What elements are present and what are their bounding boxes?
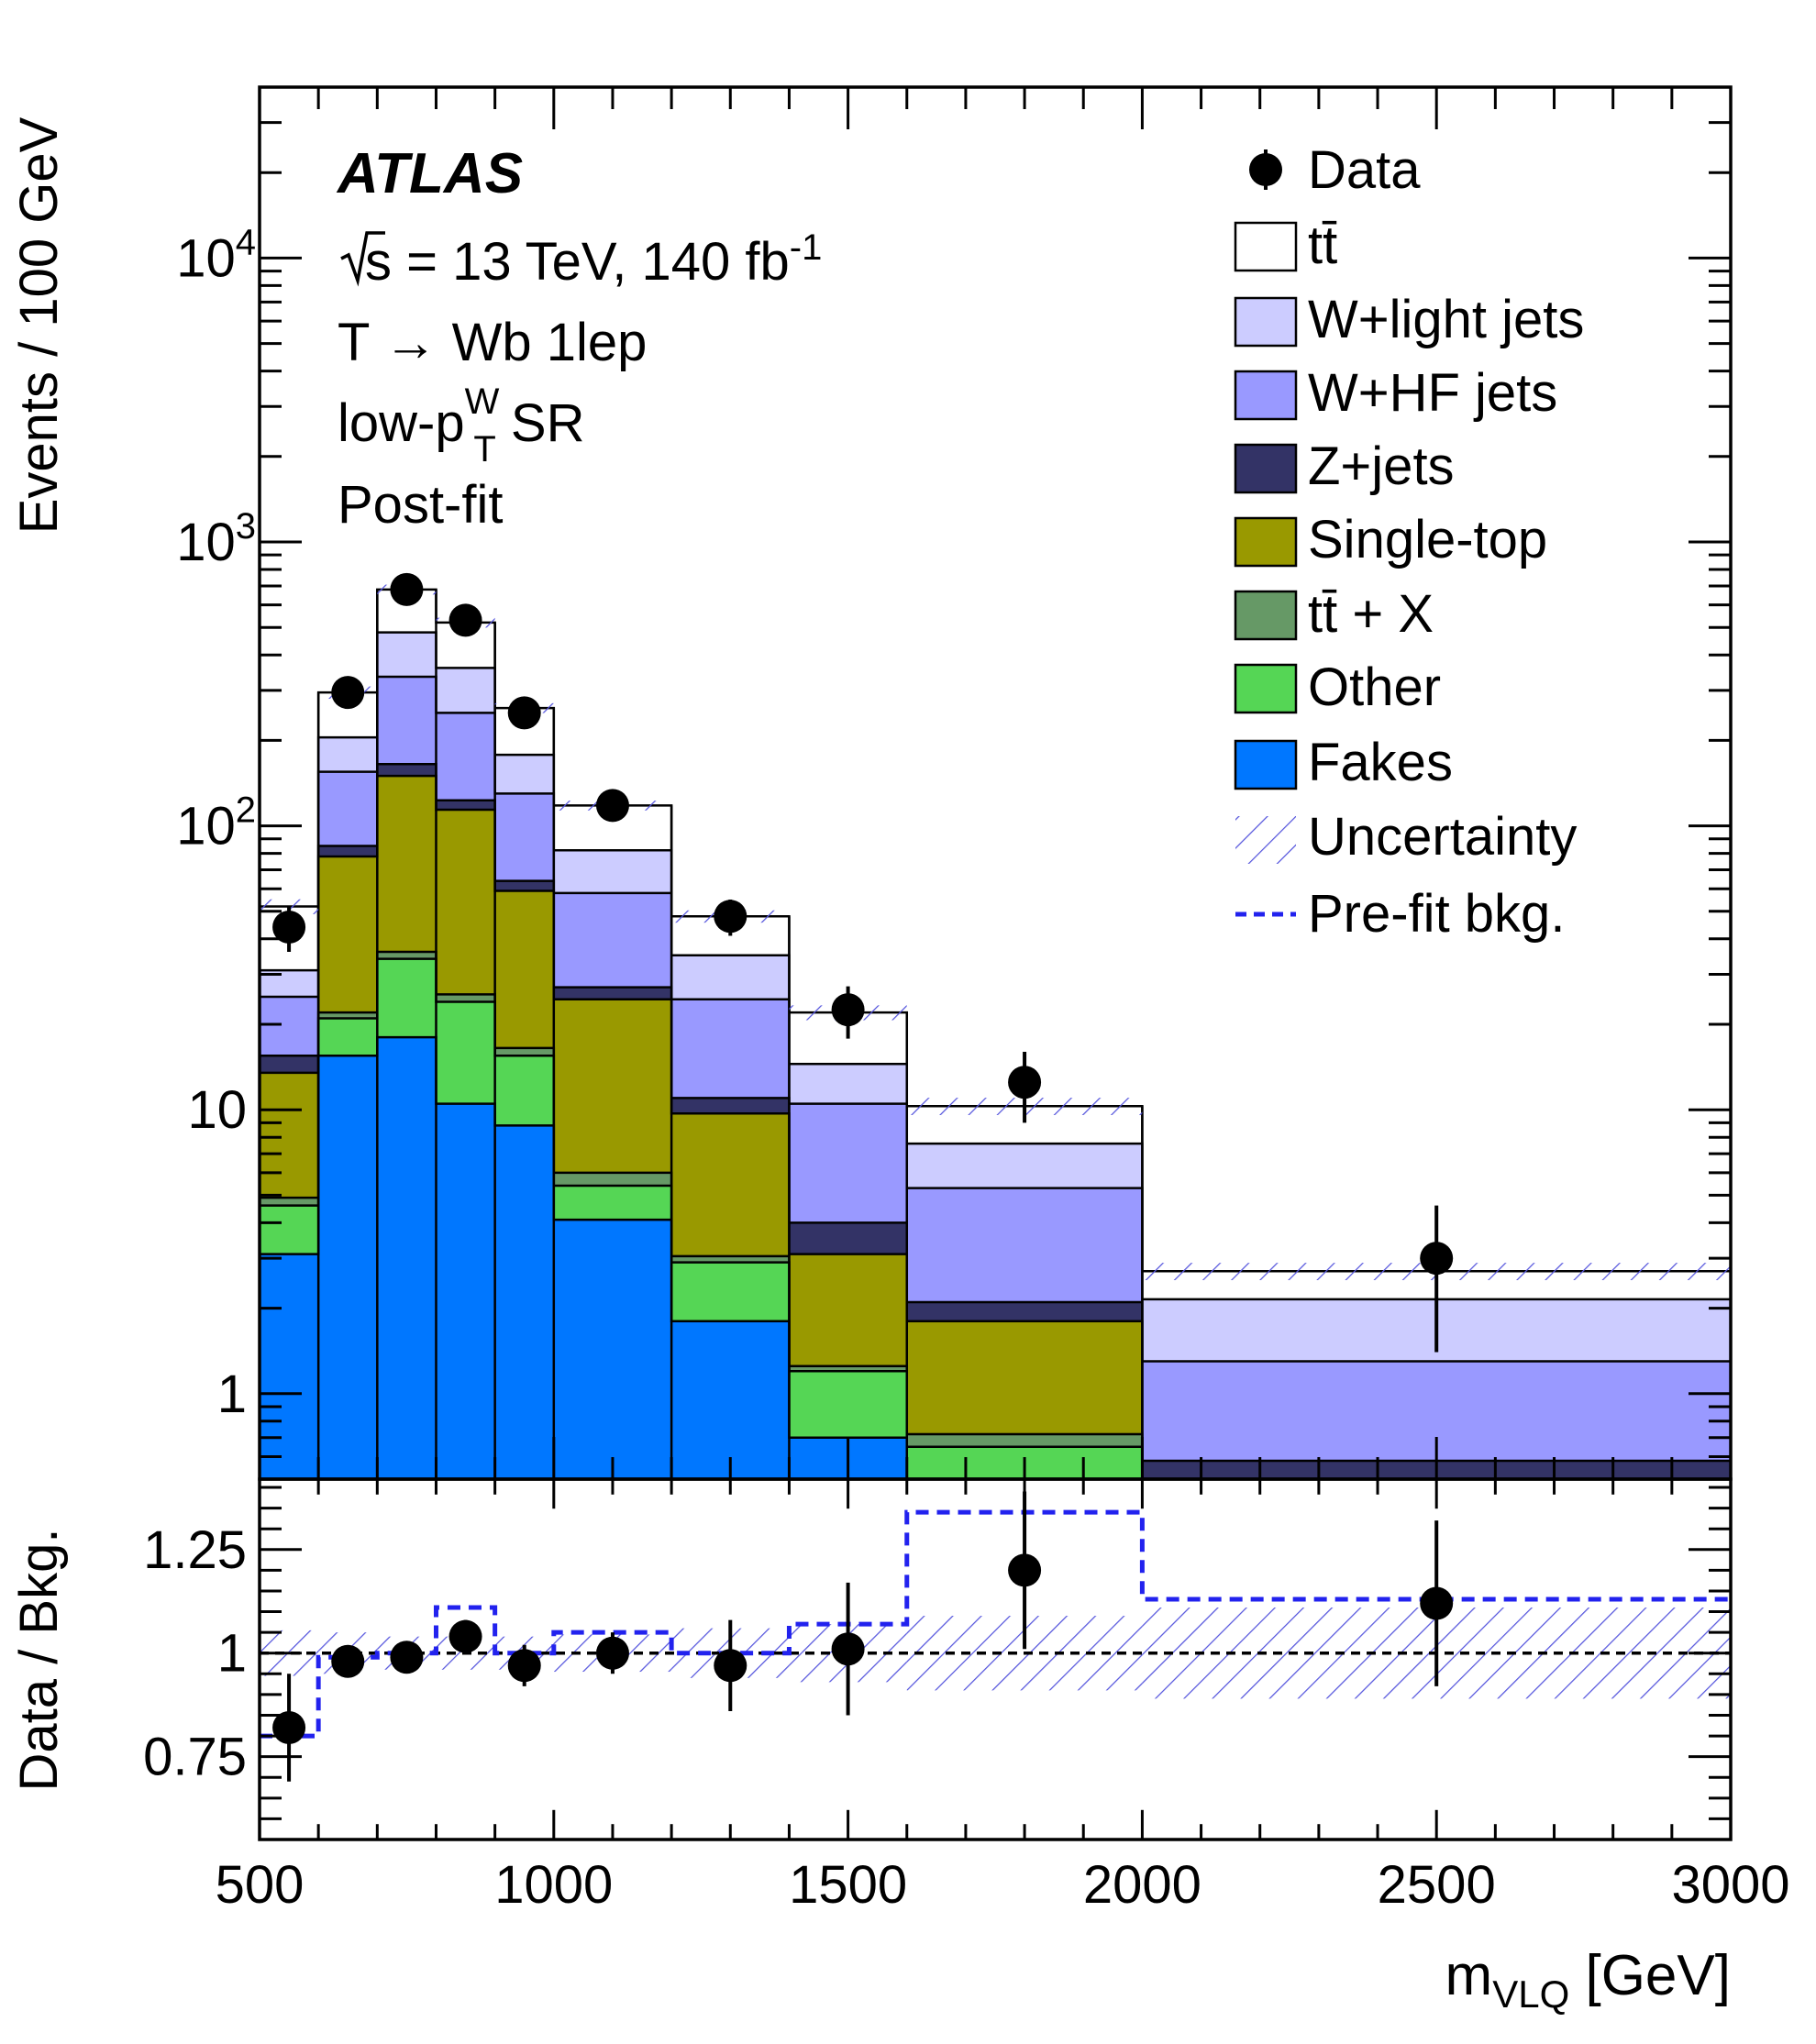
svg-text:Data: Data [1308,140,1421,200]
svg-text:W+light jets: W+light jets [1308,290,1584,349]
data-point-9 [1420,1205,1454,1353]
xtick-label-4: 2500 [1378,1855,1496,1915]
data-point-8 [1008,1052,1042,1123]
ratio-point-3 [448,1619,482,1653]
stacked-histogram [260,588,1731,1479]
legend-item-wlight: W+light jets [1234,290,1584,349]
ytick-label-0: 1 [217,1365,247,1424]
ratio-point-7 [831,1582,865,1716]
data-point-4 [507,696,541,730]
region-label: low-pW T SR [338,381,585,470]
data-points [272,572,1454,1353]
atlas-label: ATLAS [336,142,523,205]
legend-item-ttx: tt̄ + X [1234,584,1434,644]
data-point-7 [831,986,865,1039]
xtick-label-5: 3000 [1671,1855,1789,1915]
sqrt-icon [340,231,385,287]
svg-text:W+HF jets: W+HF jets [1308,363,1557,423]
ratio-data-points [272,1491,1454,1782]
bar-fakes-0 [260,1254,319,1479]
data-point-1 [331,676,365,710]
legend-item-data: Data [1249,140,1421,200]
ratio-point-2 [390,1641,424,1674]
legend-item-other: Other [1234,657,1441,717]
legend-item-zjets: Z+jets [1234,436,1455,496]
data-point-6 [714,899,747,936]
data-point-3 [448,603,482,637]
xtick-label-1: 1000 [494,1855,613,1915]
ratio-plot-area: 0.75 1 1.25 [143,1477,1733,1841]
ytick-label-4: 104 [176,222,256,288]
svg-text:Single-top: Single-top [1308,510,1547,569]
ratio-point-4 [507,1644,541,1686]
bar-fakes-3 [436,1103,495,1479]
legend-item-whf: W+HF jets [1234,363,1557,423]
ratio-y-axis-ticks: 0.75 1 1.25 [143,1486,1731,1820]
svg-text:Other: Other [1308,657,1441,717]
legend-item-prefit: Pre-fit bkg. [1235,884,1565,944]
svg-text:Pre-fit bkg.: Pre-fit bkg. [1308,884,1565,944]
data-point-5 [595,789,629,823]
ratio-ytick-label-1: 1 [217,1624,247,1684]
legend-item-singletop: Single-top [1234,510,1547,569]
ratio-point-9 [1420,1520,1454,1686]
prefit-ratio-line [260,1509,1731,1739]
svg-text:tt̄ + X: tt̄ + X [1308,584,1434,644]
legend-item-fakes: Fakes [1234,733,1453,792]
ratio-ytick-label-0: 0.75 [143,1728,247,1787]
ytick-label-2: 102 [176,790,256,856]
x-axis-title: mVLQ [GeV] [1445,1944,1731,2016]
energy-lumi-label: s = 13 TeV, 140 fb-1 [340,227,822,292]
ratio-frame [258,1477,1733,1841]
ratio-y-axis-title: Data / Bkg. [9,1529,69,1792]
y-axis-title: Events / 100 GeV [9,116,69,534]
bar-fakes-1 [318,1055,378,1479]
svg-text:Fakes: Fakes [1308,733,1453,792]
ratio-prefit-line [260,1509,1731,1739]
ratio-point-5 [595,1632,629,1674]
ytick-label-1: 10 [187,1080,247,1140]
fit-state-label: Post-fit [338,475,504,535]
bar-fakes-5 [553,1220,672,1479]
bar-fakes-4 [494,1125,554,1479]
y-axis-ticks: 1 10 102 103 104 [176,85,1731,1481]
svg-text:Z+jets: Z+jets [1308,436,1455,496]
bar-fakes-2 [377,1037,437,1479]
legend: Data tt̄ W+light jets W+HF jets Z+jets S… [1234,140,1584,944]
legend-item-uncertainty: Uncertainty [1235,807,1577,867]
legend-item-ttbar: tt̄ [1234,215,1337,275]
svg-text:Uncertainty: Uncertainty [1308,807,1577,867]
ratio-point-0 [272,1674,306,1782]
xtick-label-0: 500 [216,1855,305,1915]
ratio-ytick-label-2: 1.25 [143,1520,247,1580]
ratio-point-1 [331,1644,365,1678]
x-axis-ticks: 500 1000 1500 2000 2500 3000 [216,87,1790,1915]
xtick-label-2: 1500 [789,1855,907,1915]
xtick-label-3: 2000 [1083,1855,1201,1915]
svg-text:tt̄: tt̄ [1308,215,1337,275]
ratio-point-8 [1008,1491,1042,1650]
data-point-2 [390,572,424,606]
ytick-label-3: 103 [176,506,256,572]
bar-fakes-6 [671,1320,790,1479]
ratio-point-6 [714,1619,747,1711]
data-point-0 [272,906,306,952]
svg-text:s = 13 TeV, 140 fb-1: s = 13 TeV, 140 fb-1 [365,227,822,292]
channel-label: T → Wb 1lep [338,313,647,372]
